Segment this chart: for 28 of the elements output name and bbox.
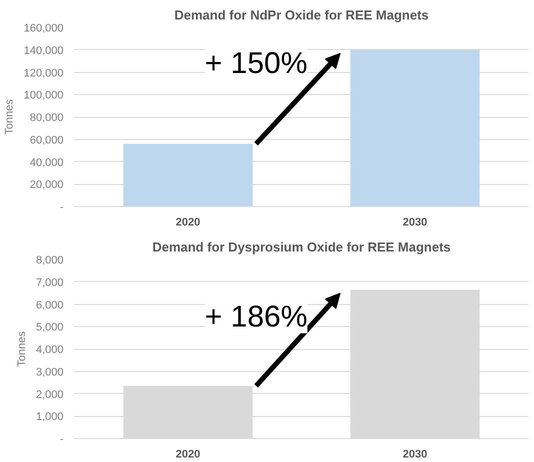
y-tick-label: 2,000: [36, 388, 64, 401]
y-tick-label: 80,000: [30, 112, 64, 124]
y-tick-label: 5,000: [36, 322, 64, 334]
y-tick-label: 140,000: [24, 44, 64, 57]
y-tick-label: 7,000: [36, 276, 64, 289]
y-axis-title: Tonnes: [16, 330, 28, 367]
annotation: + 186%: [204, 300, 308, 334]
y-tick-label: 1,000: [36, 411, 64, 424]
y-tick-label: 160,000: [24, 22, 64, 34]
chart-title: Demand for NdPr Oxide for REE Magnets: [174, 8, 429, 22]
y-tick-label: 40,000: [30, 156, 64, 169]
y-tick-label: 8,000: [36, 254, 64, 266]
y-tick-label: 20,000: [30, 179, 64, 192]
y-tick-label: 3,000: [36, 366, 64, 378]
annotation: + 150%: [204, 46, 308, 80]
y-tick-label: 6,000: [36, 299, 64, 312]
x-tick-label: 2020: [176, 448, 200, 460]
y-tick-label: 4,000: [36, 344, 64, 356]
y-tick-label: 60,000: [30, 134, 64, 146]
y-axis-title: Tonnes: [4, 98, 16, 135]
y-tick-label: -: [60, 434, 64, 446]
y-tick-label: 100,000: [24, 90, 64, 102]
x-tick-label: 2020: [176, 216, 200, 228]
y-tick-label: -: [60, 202, 64, 214]
chart-title: Demand for Dysprosium Oxide for REE Magnets: [152, 240, 451, 254]
y-tick-label: 120,000: [24, 67, 64, 80]
x-tick-label: 2030: [402, 216, 428, 228]
x-tick-label: 2030: [402, 448, 428, 460]
